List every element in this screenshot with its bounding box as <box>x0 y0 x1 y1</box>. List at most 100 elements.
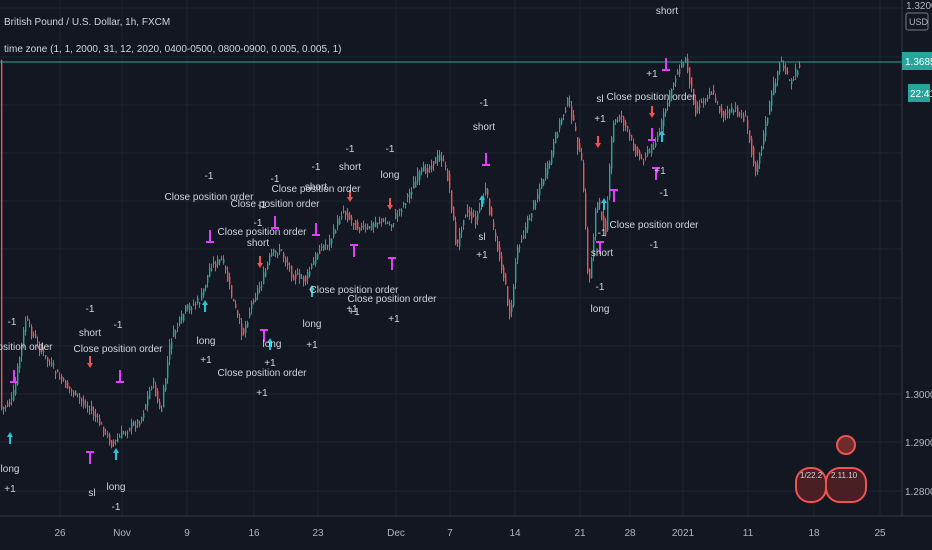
candle-body <box>783 65 785 69</box>
candle-body <box>157 391 159 402</box>
candle-body <box>701 100 703 103</box>
candle-body <box>483 196 485 204</box>
candle-body <box>127 432 129 434</box>
candle-body <box>361 225 363 228</box>
candle-body <box>403 202 405 206</box>
candle-body <box>395 213 397 219</box>
candle-body <box>257 288 259 296</box>
candle-body <box>35 334 37 338</box>
candle-body <box>797 70 799 75</box>
currency-label: USD <box>909 17 929 27</box>
earnings-badge-right[interactable] <box>825 467 867 503</box>
candle-body <box>245 324 247 334</box>
candle-body <box>647 149 649 155</box>
candle-body <box>187 304 189 309</box>
candle-body <box>233 298 235 302</box>
candle-body <box>241 323 243 336</box>
candle-body <box>565 110 567 113</box>
candle-body <box>221 258 223 260</box>
long-arrow <box>267 338 273 350</box>
candle-body <box>619 116 621 120</box>
candle-body <box>209 267 211 277</box>
candle-body <box>409 192 411 199</box>
time-axis[interactable] <box>0 516 932 550</box>
time-label: 26 <box>54 528 66 539</box>
candle-body <box>279 249 281 252</box>
annotation-label: +1 <box>346 304 358 315</box>
candle-body <box>603 215 605 229</box>
candle-body <box>549 161 551 166</box>
candle-body <box>67 382 69 389</box>
candle-body <box>131 422 133 429</box>
price-tick-128: 1.28000 <box>905 487 932 498</box>
candle-body <box>685 58 687 63</box>
candle-body <box>617 120 619 122</box>
candle-body <box>61 375 63 381</box>
candle-body <box>255 297 257 301</box>
candle-body <box>365 227 367 230</box>
candle-body <box>11 397 13 400</box>
candle-body <box>761 146 763 151</box>
annotation-label: Close position order <box>310 285 400 296</box>
candle-body <box>275 250 277 254</box>
candle-body <box>329 238 331 246</box>
candle-body <box>693 88 695 105</box>
currency-button[interactable] <box>905 12 929 31</box>
candle-body <box>427 168 429 173</box>
candle-body <box>235 303 237 308</box>
candle-body <box>687 58 689 72</box>
annotation-label: Close position order <box>348 294 438 305</box>
candle-body <box>569 101 571 103</box>
candle-body <box>167 361 169 379</box>
exit-marker <box>610 189 618 202</box>
annotation-label: +1 <box>306 340 318 351</box>
candle-body <box>299 273 301 279</box>
candle-body <box>471 212 473 219</box>
candle-body <box>269 254 271 263</box>
candle-body <box>485 187 487 195</box>
candle-body <box>381 218 383 222</box>
candle-body <box>407 194 409 198</box>
candle-body <box>613 122 615 142</box>
candle-body <box>529 218 531 221</box>
time-label: 14 <box>509 528 521 539</box>
candle-body <box>171 341 173 350</box>
candle-body <box>599 200 601 206</box>
close-position-marker <box>662 58 670 71</box>
candle-body <box>51 362 53 366</box>
indicator-title[interactable]: time zone (1, 1, 2000, 31, 12, 2020, 040… <box>4 44 341 55</box>
exit-marker <box>596 241 604 254</box>
candle-body <box>631 135 633 139</box>
symbol-title[interactable]: British Pound / U.S. Dollar, 1h, FXCM <box>4 17 170 28</box>
candle-body <box>401 210 403 212</box>
candle-body <box>795 68 797 77</box>
annotation-label: +1 <box>348 307 360 318</box>
candle-body <box>147 395 149 406</box>
candle-body <box>387 222 389 224</box>
candle-body <box>195 304 197 306</box>
annotation-label: long <box>381 170 400 181</box>
candle-body <box>207 274 209 283</box>
event-icon[interactable] <box>836 435 856 455</box>
candle-body <box>379 222 381 224</box>
candle-body <box>141 417 143 422</box>
candle-body <box>645 155 647 158</box>
candle-body <box>295 274 297 280</box>
candle-body <box>663 112 665 127</box>
candle-body <box>89 409 91 411</box>
candle-body <box>415 180 417 188</box>
candle-body <box>673 83 675 86</box>
candle-body <box>459 232 461 247</box>
candle-body <box>159 402 161 409</box>
candle-body <box>453 206 455 221</box>
candle-body <box>489 198 491 215</box>
candle-body <box>389 224 391 226</box>
candle-body <box>107 434 109 436</box>
candle-body <box>397 215 399 217</box>
candle-body <box>707 98 709 100</box>
candle-body <box>729 109 731 115</box>
candle-body <box>503 267 505 279</box>
